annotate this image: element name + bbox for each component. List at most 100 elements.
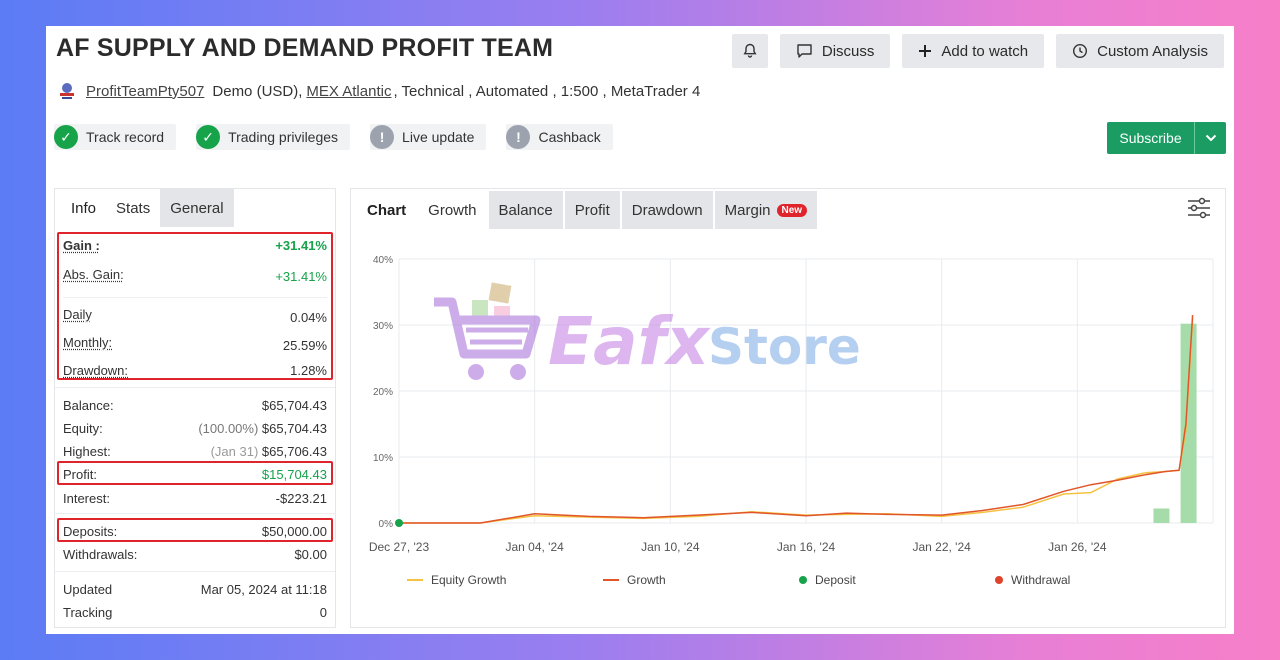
- discuss-button[interactable]: Discuss: [779, 34, 891, 68]
- monthly-row: Monthly: 25.59%: [63, 335, 327, 353]
- equity-percent: (100.00%): [198, 421, 259, 436]
- strategy-panel: AF SUPPLY AND DEMAND PROFIT TEAM Discuss…: [46, 26, 1234, 634]
- cart-icon: [434, 282, 541, 380]
- check-icon: ✓: [196, 125, 221, 149]
- chart-legend: Equity Growth Growth Deposit Withdrawal: [407, 573, 1191, 587]
- legend-line-swatch: [407, 579, 423, 581]
- chart-card: Chart Growth Balance Profit Drawdown Mar…: [350, 188, 1226, 628]
- account-details: ProfitTeamPty507 Demo (USD), MEX Atlanti…: [56, 80, 700, 102]
- profit-row: Profit: $15,704.43: [63, 467, 327, 482]
- deposit-bar: [1153, 508, 1170, 523]
- legend-line-swatch: [603, 579, 619, 581]
- tab-info[interactable]: Info: [71, 199, 97, 217]
- growth-line: [399, 315, 1194, 524]
- deposits-row: Deposits: $50,000.00: [63, 524, 327, 539]
- legend-dot-swatch: [995, 576, 1003, 584]
- y-tick-label: 40%: [373, 255, 393, 266]
- exclamation-icon: !: [370, 125, 395, 149]
- legend-dot-swatch: [799, 576, 807, 584]
- divider: [55, 513, 335, 514]
- deposit-point: [395, 519, 403, 527]
- highest-date: (Jan 31): [210, 444, 259, 459]
- tab-balance[interactable]: Balance: [488, 191, 563, 229]
- balance-row: Balance: $65,704.43: [63, 398, 327, 413]
- badge-cashback: ! Cashback: [506, 124, 613, 150]
- tab-profit[interactable]: Profit: [564, 191, 620, 229]
- tab-stats[interactable]: Stats: [116, 199, 151, 217]
- plus-icon: [919, 45, 932, 57]
- y-tick-label: 0%: [379, 519, 394, 530]
- check-icon: ✓: [54, 125, 78, 149]
- eafx-store-watermark: Eafx Store: [434, 282, 861, 380]
- add-to-watch-button[interactable]: Add to watch: [902, 34, 1045, 68]
- divider: [55, 571, 335, 572]
- legend-deposit[interactable]: Deposit: [799, 573, 995, 587]
- y-tick-label: 30%: [373, 321, 393, 332]
- notify-button[interactable]: [731, 34, 768, 68]
- legend-growth[interactable]: Growth: [603, 573, 799, 587]
- custom-analysis-button[interactable]: Custom Analysis: [1056, 34, 1224, 68]
- info-card: Info Stats General Gain : +31.41% Abs. G…: [54, 188, 336, 628]
- owner-logo-icon: [60, 83, 74, 99]
- tab-margin[interactable]: Margin New: [714, 191, 818, 229]
- tracking-row: Tracking 0: [63, 605, 327, 620]
- watermark-text-eafx: Eafx: [548, 303, 711, 380]
- y-tick-label: 20%: [373, 387, 393, 398]
- withdrawals-row: Withdrawals: $0.00: [63, 547, 327, 562]
- daily-row: Daily 0.04%: [63, 307, 327, 325]
- chat-icon: [797, 44, 812, 58]
- subscribe-dropdown[interactable]: [1194, 122, 1226, 154]
- x-tick-label: Dec 27, '23: [369, 540, 430, 554]
- account-specs: , Technical , Automated , 1:500 , MetaTr…: [393, 82, 701, 100]
- x-tick-label: Jan 10, '24: [641, 540, 700, 554]
- equity-row: Equity: (100.00%) $65,704.43: [63, 421, 327, 436]
- legend-withdrawal[interactable]: Withdrawal: [995, 573, 1191, 587]
- abs-gain-row: Abs. Gain: +31.41%: [63, 267, 327, 284]
- badge-live-update: ! Live update: [370, 124, 487, 150]
- bell-icon: [743, 43, 757, 58]
- chart-settings-button[interactable]: [1187, 197, 1211, 224]
- sliders-icon: [1188, 197, 1210, 219]
- tab-chart[interactable]: Chart: [367, 201, 407, 219]
- page-title: AF SUPPLY AND DEMAND PROFIT TEAM: [56, 34, 554, 62]
- top-actions: Discuss Add to watch Custom Analysis: [731, 34, 1224, 68]
- x-tick-label: Jan 22, '24: [912, 540, 971, 554]
- info-tabs: Info Stats General: [55, 189, 335, 227]
- clock-icon: [1073, 43, 1088, 59]
- tab-drawdown[interactable]: Drawdown: [621, 191, 713, 229]
- gain-row: Gain : +31.41%: [63, 238, 327, 253]
- chart-tabs: Chart Growth Balance Profit Drawdown Mar…: [357, 191, 1225, 229]
- y-tick-label: 10%: [373, 453, 393, 464]
- exclamation-icon: !: [506, 125, 531, 149]
- badge-trading-privileges: ✓ Trading privileges: [196, 124, 351, 150]
- verification-badges: ✓ Track record ✓ Trading privileges ! Li…: [54, 124, 613, 150]
- highest-row: Highest: (Jan 31) $65,706.43: [63, 444, 327, 459]
- highlight-gain-box: [57, 232, 333, 380]
- owner-link[interactable]: ProfitTeamPty507: [86, 82, 205, 100]
- divider: [55, 387, 335, 388]
- highlight-deposits-box: [57, 518, 333, 542]
- x-tick-label: Jan 26, '24: [1048, 540, 1107, 554]
- account-type: Demo (USD),: [212, 82, 303, 100]
- deposit-bar: [1180, 323, 1197, 523]
- discuss-label: Discuss: [821, 42, 875, 60]
- divider: [63, 297, 327, 298]
- custom-analysis-label: Custom Analysis: [1097, 42, 1208, 60]
- updated-row: Updated Mar 05, 2024 at 11:18: [63, 582, 327, 597]
- highlight-profit-box: [57, 461, 333, 485]
- watermark-text-store: Store: [708, 318, 861, 376]
- interest-row: Interest: -$223.21: [63, 491, 327, 506]
- tab-growth[interactable]: Growth: [418, 191, 487, 229]
- x-tick-label: Jan 16, '24: [777, 540, 836, 554]
- drawdown-row: Drawdown: 1.28%: [63, 363, 327, 378]
- legend-equity[interactable]: Equity Growth: [407, 573, 603, 587]
- chevron-down-icon: [1205, 134, 1216, 142]
- tab-general[interactable]: General: [160, 189, 234, 227]
- badge-track-record: ✓ Track record: [54, 124, 177, 150]
- x-tick-label: Jan 04, '24: [505, 540, 564, 554]
- subscribe-button[interactable]: Subscribe: [1107, 122, 1226, 154]
- add-to-watch-label: Add to watch: [941, 42, 1029, 60]
- new-badge: New: [776, 203, 808, 217]
- subscribe-label: Subscribe: [1119, 130, 1182, 146]
- broker-link[interactable]: MEX Atlantic: [306, 82, 392, 100]
